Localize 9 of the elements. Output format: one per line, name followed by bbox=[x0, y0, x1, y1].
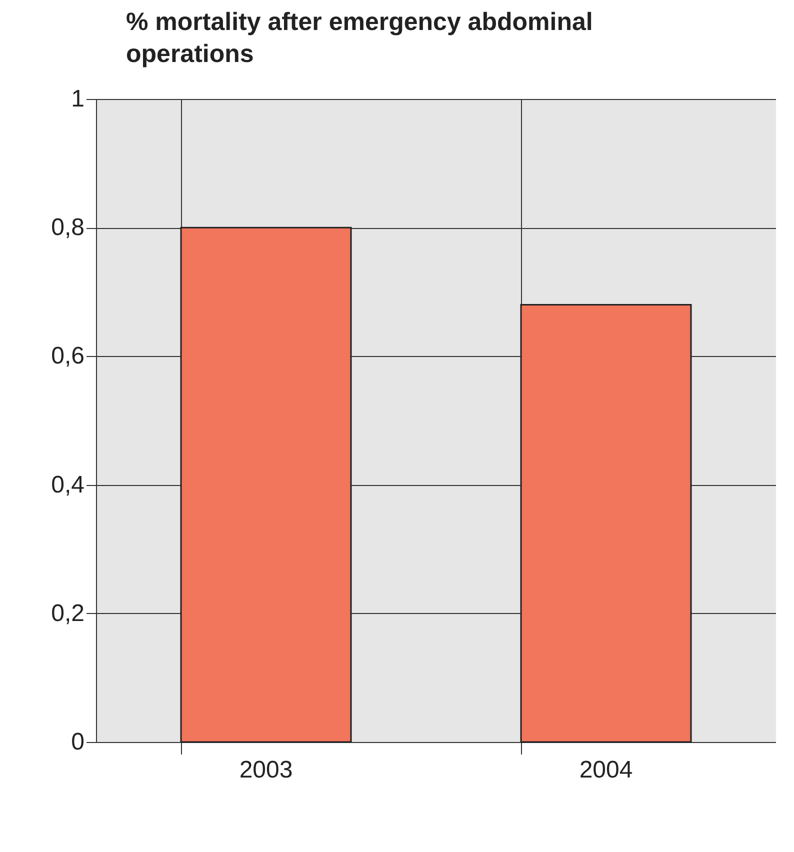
y-tick-label: 0,6 bbox=[51, 342, 84, 370]
y-tick-label: 0 bbox=[71, 728, 84, 756]
x-tick-label: 2003 bbox=[239, 756, 293, 784]
y-tick-label: 0,2 bbox=[51, 600, 84, 627]
chart-title: % mortality after emergency abdominal operations bbox=[126, 8, 593, 68]
y-tick-label: 1 bbox=[71, 86, 84, 112]
y-tick-label: 0,8 bbox=[51, 214, 84, 242]
y-tick-label: 0,4 bbox=[51, 471, 84, 498]
x-tick-label: 2004 bbox=[579, 756, 633, 784]
